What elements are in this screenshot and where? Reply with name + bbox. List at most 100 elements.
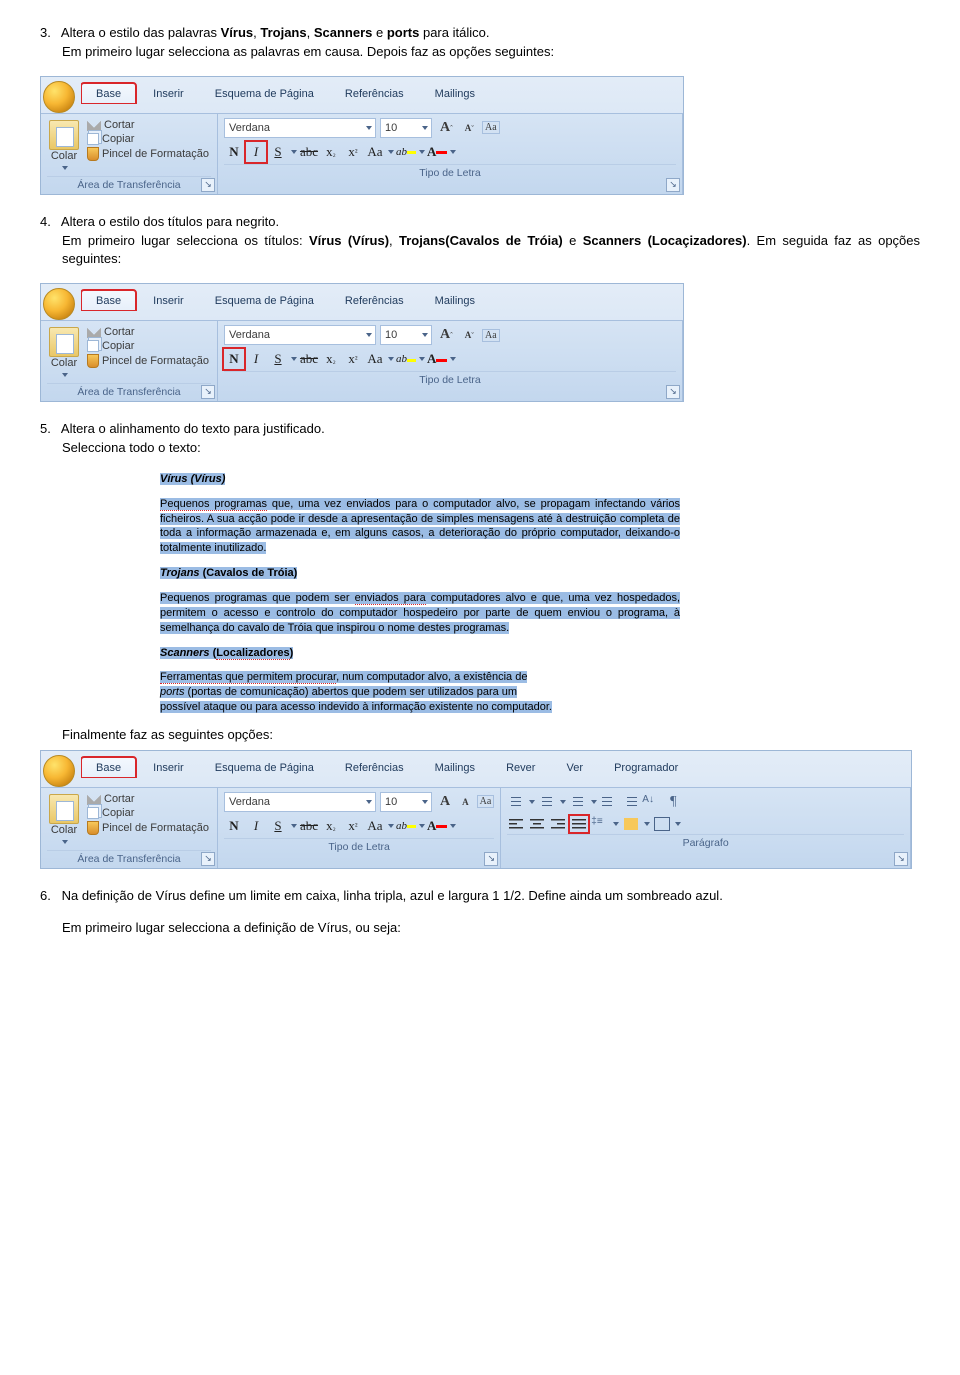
change-case-button[interactable]: Aa bbox=[365, 349, 385, 369]
chevron-down-icon[interactable] bbox=[388, 824, 394, 828]
cut-button[interactable]: Cortar bbox=[85, 792, 211, 806]
clear-format-button[interactable]: Aa bbox=[482, 121, 500, 134]
copy-button[interactable]: Copiar bbox=[85, 339, 211, 353]
office-button[interactable] bbox=[43, 81, 75, 113]
tab-rever[interactable]: Rever bbox=[492, 758, 549, 778]
tab-mailings[interactable]: Mailings bbox=[421, 291, 489, 311]
chevron-down-icon[interactable] bbox=[291, 150, 297, 154]
change-case-button[interactable]: Aa bbox=[365, 816, 385, 836]
underline-button[interactable]: S bbox=[268, 349, 288, 369]
cut-button[interactable]: Cortar bbox=[85, 118, 211, 132]
font-size-dropdown[interactable]: 10 bbox=[380, 792, 432, 812]
highlight-button[interactable]: ab bbox=[396, 142, 416, 162]
chevron-down-icon[interactable] bbox=[419, 824, 425, 828]
shrink-font-button[interactable]: Aˇ bbox=[461, 121, 478, 135]
shading-button[interactable] bbox=[622, 816, 640, 832]
cut-button[interactable]: Cortar bbox=[85, 325, 211, 339]
tab-base[interactable]: Base bbox=[81, 757, 136, 778]
copy-button[interactable]: Copiar bbox=[85, 806, 211, 820]
tab-esquema[interactable]: Esquema de Página bbox=[201, 291, 328, 311]
underline-button[interactable]: S bbox=[268, 142, 288, 162]
align-right-button[interactable] bbox=[549, 816, 567, 832]
dialog-launcher-icon[interactable]: ↘ bbox=[666, 385, 680, 399]
dialog-launcher-icon[interactable]: ↘ bbox=[484, 852, 498, 866]
chevron-down-icon[interactable] bbox=[450, 150, 456, 154]
bullets-button[interactable] bbox=[507, 794, 525, 810]
paste-button[interactable]: Colar bbox=[47, 118, 85, 174]
line-spacing-button[interactable]: ‡≡ bbox=[591, 816, 609, 832]
tab-referencias[interactable]: Referências bbox=[331, 84, 418, 104]
paste-button[interactable]: Colar bbox=[47, 792, 85, 848]
superscript-button[interactable]: x bbox=[343, 816, 363, 836]
font-name-dropdown[interactable]: Verdana bbox=[224, 792, 376, 812]
tab-inserir[interactable]: Inserir bbox=[139, 291, 198, 311]
tab-mailings[interactable]: Mailings bbox=[421, 758, 489, 778]
tab-esquema[interactable]: Esquema de Página bbox=[201, 84, 328, 104]
underline-button[interactable]: S bbox=[268, 816, 288, 836]
superscript-button[interactable]: x bbox=[343, 142, 363, 162]
chevron-down-icon[interactable] bbox=[450, 824, 456, 828]
italic-button[interactable]: I bbox=[246, 349, 266, 369]
clear-format-button[interactable]: Aa bbox=[482, 329, 500, 342]
numbering-button[interactable] bbox=[538, 794, 556, 810]
strikethrough-button[interactable]: abc bbox=[299, 349, 319, 369]
copy-button[interactable]: Copiar bbox=[85, 132, 211, 146]
grow-font-button[interactable]: Aˆ bbox=[436, 119, 457, 137]
highlight-button[interactable]: ab bbox=[396, 349, 416, 369]
shrink-font-button[interactable]: A bbox=[458, 795, 473, 809]
paste-button[interactable]: Colar bbox=[47, 325, 85, 381]
font-size-dropdown[interactable]: 10 bbox=[380, 325, 432, 345]
align-justify-button[interactable] bbox=[570, 816, 588, 832]
increase-indent-button[interactable] bbox=[621, 794, 639, 810]
tab-base[interactable]: Base bbox=[81, 83, 136, 104]
chevron-down-icon[interactable] bbox=[388, 150, 394, 154]
tab-inserir[interactable]: Inserir bbox=[139, 758, 198, 778]
subscript-button[interactable]: x bbox=[321, 142, 341, 162]
dialog-launcher-icon[interactable]: ↘ bbox=[201, 178, 215, 192]
font-color-button[interactable]: A bbox=[427, 816, 447, 836]
show-pilcrow-button[interactable]: ¶ bbox=[663, 792, 683, 812]
tab-mailings[interactable]: Mailings bbox=[421, 84, 489, 104]
tab-referencias[interactable]: Referências bbox=[331, 291, 418, 311]
superscript-button[interactable]: x bbox=[343, 349, 363, 369]
chevron-down-icon[interactable] bbox=[291, 357, 297, 361]
bold-button[interactable]: N bbox=[224, 349, 244, 369]
tab-base[interactable]: Base bbox=[81, 290, 136, 311]
bold-button[interactable]: N bbox=[224, 816, 244, 836]
align-center-button[interactable] bbox=[528, 816, 546, 832]
font-name-dropdown[interactable]: Verdana bbox=[224, 325, 376, 345]
tab-referencias[interactable]: Referências bbox=[331, 758, 418, 778]
chevron-down-icon[interactable] bbox=[419, 150, 425, 154]
chevron-down-icon[interactable] bbox=[419, 357, 425, 361]
format-painter-button[interactable]: Pincel de Formatação bbox=[85, 146, 211, 162]
sort-button[interactable]: A↓ bbox=[642, 794, 660, 810]
grow-font-button[interactable]: Aˆ bbox=[436, 326, 457, 344]
tab-programador[interactable]: Programador bbox=[600, 758, 692, 778]
strikethrough-button[interactable]: abc bbox=[299, 816, 319, 836]
clear-format-button[interactable]: Aa bbox=[477, 795, 495, 808]
highlight-button[interactable]: ab bbox=[396, 816, 416, 836]
borders-button[interactable] bbox=[654, 817, 670, 831]
strikethrough-button[interactable]: abc bbox=[299, 142, 319, 162]
italic-button[interactable]: I bbox=[246, 816, 266, 836]
dialog-launcher-icon[interactable]: ↘ bbox=[201, 852, 215, 866]
align-left-button[interactable] bbox=[507, 816, 525, 832]
decrease-indent-button[interactable] bbox=[600, 794, 618, 810]
subscript-button[interactable]: x bbox=[321, 349, 341, 369]
tab-ver[interactable]: Ver bbox=[553, 758, 598, 778]
font-size-dropdown[interactable]: 10 bbox=[380, 118, 432, 138]
font-color-button[interactable]: A bbox=[427, 349, 447, 369]
tab-inserir[interactable]: Inserir bbox=[139, 84, 198, 104]
dialog-launcher-icon[interactable]: ↘ bbox=[201, 385, 215, 399]
format-painter-button[interactable]: Pincel de Formatação bbox=[85, 820, 211, 836]
bold-button[interactable]: N bbox=[224, 142, 244, 162]
multilevel-button[interactable] bbox=[569, 794, 587, 810]
office-button[interactable] bbox=[43, 288, 75, 320]
font-name-dropdown[interactable]: Verdana bbox=[224, 118, 376, 138]
font-color-button[interactable]: A bbox=[427, 142, 447, 162]
chevron-down-icon[interactable] bbox=[388, 357, 394, 361]
chevron-down-icon[interactable] bbox=[291, 824, 297, 828]
change-case-button[interactable]: Aa bbox=[365, 142, 385, 162]
chevron-down-icon[interactable] bbox=[450, 357, 456, 361]
grow-font-button[interactable]: A bbox=[436, 793, 454, 811]
